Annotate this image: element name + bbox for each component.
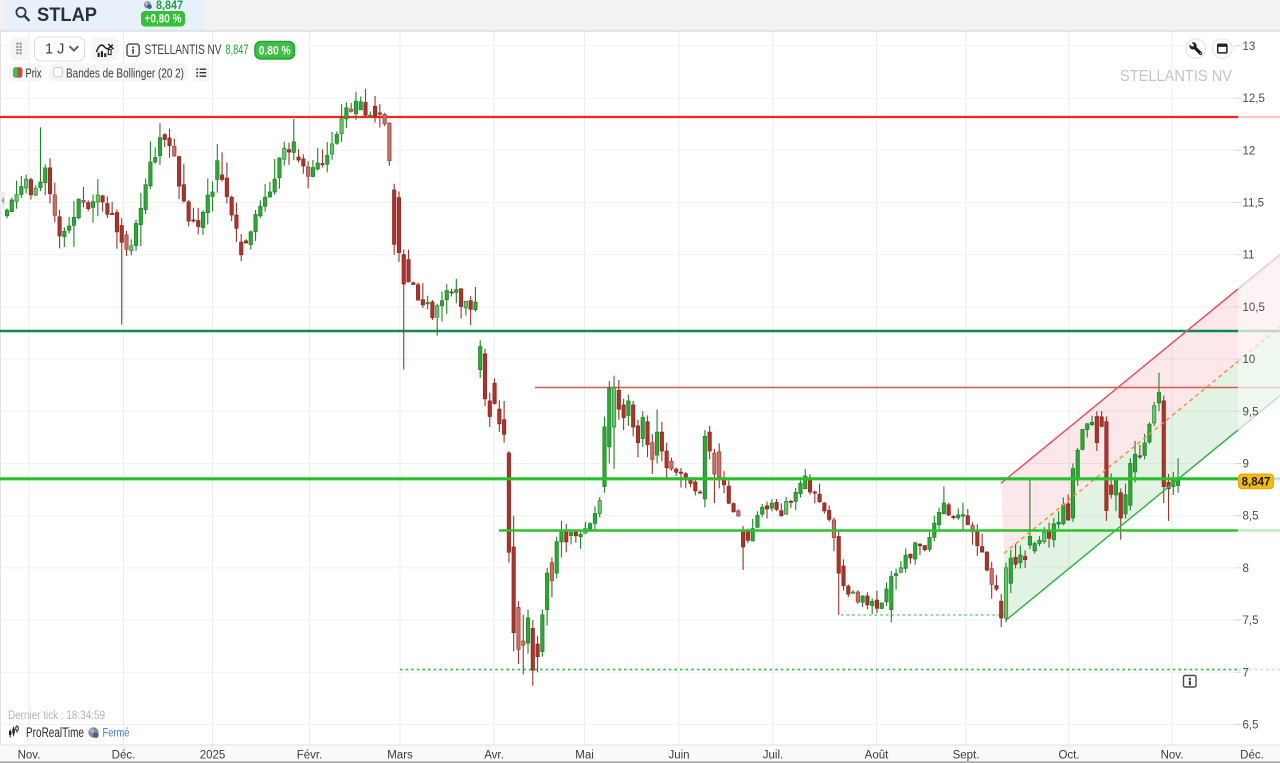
svg-text:Juin: Juin: [668, 750, 689, 762]
svg-text:Juil.: Juil.: [763, 750, 783, 762]
svg-text:8,847: 8,847: [156, 0, 183, 12]
svg-text:6,5: 6,5: [1243, 720, 1259, 732]
svg-text:Mai: Mai: [575, 750, 594, 762]
svg-text:STELLANTIS NV: STELLANTIS NV: [145, 42, 222, 57]
svg-text:Nov.: Nov.: [18, 750, 41, 762]
svg-text:9,5: 9,5: [1243, 406, 1259, 418]
svg-text:STLAP: STLAP: [37, 5, 97, 26]
svg-text:Avr.: Avr.: [484, 750, 504, 762]
svg-text:Févr.: Févr.: [297, 750, 323, 762]
svg-text:8,5: 8,5: [1243, 511, 1259, 523]
svg-text:13: 13: [1243, 41, 1256, 53]
svg-text:7,5: 7,5: [1243, 615, 1259, 627]
svg-text:+0,80 %: +0,80 %: [145, 14, 182, 26]
svg-text:Sept.: Sept.: [953, 750, 980, 762]
svg-text:8: 8: [1243, 563, 1249, 575]
svg-text:11: 11: [1243, 250, 1255, 262]
svg-text:Dernier tick : 18:34:59: Dernier tick : 18:34:59: [8, 710, 105, 722]
svg-text:10: 10: [1243, 354, 1256, 366]
svg-text:8,847: 8,847: [1242, 476, 1271, 488]
svg-text:Bandes de Bollinger (20 2): Bandes de Bollinger (20 2): [66, 66, 184, 81]
svg-text:12: 12: [1243, 145, 1256, 157]
svg-text:Prix: Prix: [26, 66, 42, 81]
svg-text:Fermé: Fermé: [103, 728, 130, 740]
svg-text:Mars: Mars: [387, 750, 413, 762]
svg-text:0.80 %: 0.80 %: [259, 45, 291, 57]
svg-text:Déc.: Déc.: [1240, 750, 1264, 762]
svg-text:Oct.: Oct.: [1058, 750, 1079, 762]
svg-text:Déc.: Déc.: [112, 750, 136, 762]
svg-text:9: 9: [1243, 459, 1249, 471]
svg-text:Août: Août: [865, 750, 889, 762]
svg-text:Nov.: Nov.: [1161, 750, 1184, 762]
svg-text:12,5: 12,5: [1243, 93, 1265, 105]
svg-text:2025: 2025: [200, 750, 226, 762]
svg-text:STELLANTIS NV: STELLANTIS NV: [1120, 68, 1233, 85]
svg-text:ProRealTime: ProRealTime: [26, 725, 84, 740]
svg-text:8,847: 8,847: [226, 42, 249, 57]
svg-text:1 J: 1 J: [45, 42, 64, 58]
svg-text:10,5: 10,5: [1243, 302, 1265, 314]
svg-text:11,5: 11,5: [1243, 198, 1265, 210]
svg-text:7: 7: [1243, 667, 1249, 679]
